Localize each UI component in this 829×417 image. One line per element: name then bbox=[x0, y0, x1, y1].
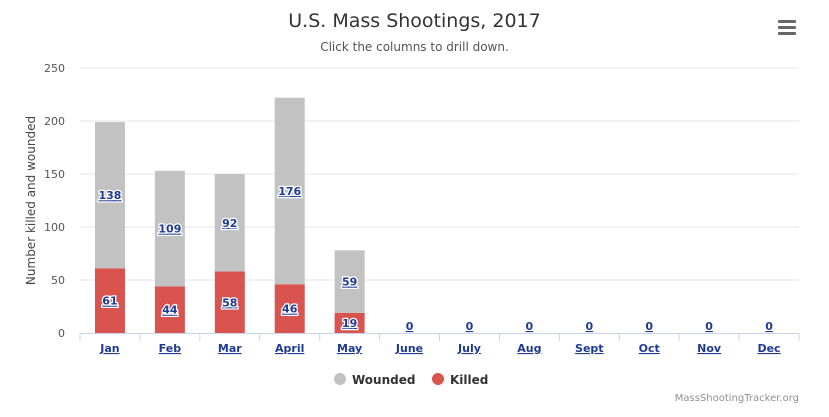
x-category-label[interactable]: Jan bbox=[99, 342, 119, 355]
chart-title: U.S. Mass Shootings, 2017 bbox=[288, 10, 541, 32]
x-category-label[interactable]: April bbox=[275, 342, 304, 355]
wounded-data-label[interactable]: 59 bbox=[341, 274, 359, 290]
x-category-label[interactable]: July bbox=[457, 342, 481, 355]
y-tick-label: 250 bbox=[44, 62, 65, 75]
wounded-bar[interactable] bbox=[94, 122, 125, 269]
killed-data-label[interactable]: 61 bbox=[101, 293, 119, 309]
data-label[interactable]: 0 bbox=[765, 320, 773, 333]
x-category-label[interactable]: Mar bbox=[218, 342, 242, 355]
wounded-bar[interactable] bbox=[274, 97, 305, 285]
data-label[interactable]: 0 bbox=[406, 320, 414, 333]
hamburger-menu-icon[interactable] bbox=[778, 20, 796, 36]
y-tick-label: 200 bbox=[44, 115, 65, 128]
chart-subtitle: Click the columns to drill down. bbox=[320, 40, 509, 54]
x-category-label[interactable]: Feb bbox=[159, 342, 182, 355]
x-category-label[interactable]: Oct bbox=[639, 342, 660, 355]
x-category-label[interactable]: Aug bbox=[517, 342, 541, 355]
legend-label: Killed bbox=[450, 373, 488, 387]
legend-symbol bbox=[334, 373, 346, 385]
killed-bar[interactable] bbox=[274, 284, 305, 333]
killed-bar[interactable] bbox=[214, 271, 245, 333]
data-label[interactable]: 0 bbox=[466, 320, 474, 333]
data-label[interactable]: 0 bbox=[645, 320, 653, 333]
legend-symbol bbox=[432, 373, 444, 385]
wounded-data-label[interactable]: 109 bbox=[157, 221, 182, 237]
x-category-label[interactable]: May bbox=[337, 342, 362, 355]
wounded-bar[interactable] bbox=[334, 250, 365, 313]
data-label[interactable]: 0 bbox=[526, 320, 534, 333]
x-category-label[interactable]: June bbox=[395, 342, 423, 355]
killed-data-label[interactable]: 46 bbox=[281, 301, 299, 317]
killed-bar[interactable] bbox=[154, 286, 185, 333]
x-category-label[interactable]: Dec bbox=[757, 342, 780, 355]
killed-bar[interactable] bbox=[94, 268, 125, 333]
legend-item-wounded[interactable]: Wounded bbox=[334, 373, 415, 387]
y-axis-title: Number killed and wounded bbox=[24, 116, 38, 285]
legend-label: Wounded bbox=[352, 373, 415, 387]
x-category-label[interactable]: Nov bbox=[697, 342, 722, 355]
y-tick-label: 0 bbox=[58, 327, 65, 340]
wounded-data-label[interactable]: 176 bbox=[277, 184, 303, 200]
wounded-bar[interactable] bbox=[154, 170, 185, 287]
y-tick-label: 50 bbox=[51, 274, 65, 287]
killed-data-label[interactable]: 44 bbox=[161, 302, 179, 318]
data-label[interactable]: 0 bbox=[585, 320, 593, 333]
wounded-bar[interactable] bbox=[214, 174, 245, 272]
data-label[interactable]: 0 bbox=[705, 320, 713, 333]
y-tick-label: 150 bbox=[44, 168, 65, 181]
legend-item-killed[interactable]: Killed bbox=[432, 373, 488, 387]
x-category-label[interactable]: Sept bbox=[575, 342, 604, 355]
wounded-data-label[interactable]: 138 bbox=[97, 188, 122, 204]
wounded-data-label[interactable]: 92 bbox=[221, 216, 239, 232]
killed-bar[interactable] bbox=[334, 312, 365, 333]
y-tick-label: 100 bbox=[44, 221, 65, 234]
killed-data-label[interactable]: 19 bbox=[341, 316, 359, 332]
credits-link[interactable]: MassShootingTracker.org bbox=[674, 393, 799, 404]
killed-data-label[interactable]: 58 bbox=[221, 295, 239, 311]
